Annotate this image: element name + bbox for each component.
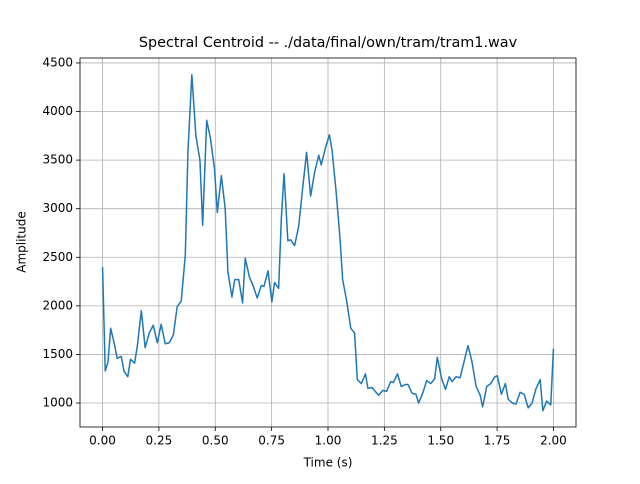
data-line	[101, 73, 555, 412]
y-tick-label: 2000	[42, 298, 73, 312]
x-tick-label: 2.00	[540, 434, 567, 448]
y-tick-label: 1500	[42, 347, 73, 361]
y-tick-label: 3000	[42, 201, 73, 215]
y-axis-label: Amplitude	[15, 211, 29, 273]
y-tick-label: 4000	[42, 104, 73, 118]
y-tick-label: 2500	[42, 250, 73, 264]
x-tick-label: 1.75	[484, 434, 511, 448]
x-tick-label: 0.75	[258, 434, 285, 448]
x-tick-label: 0.50	[202, 434, 229, 448]
chart-title: Spectral Centroid -- ./data/final/own/tr…	[139, 35, 518, 51]
x-tick-label: 0.25	[146, 434, 173, 448]
x-tick-label: 1.25	[371, 434, 398, 448]
x-tick-label: 1.50	[427, 434, 454, 448]
y-tick-label: 1000	[42, 396, 73, 410]
x-tick-label: 1.00	[315, 434, 342, 448]
x-axis-label: Time (s)	[303, 456, 353, 470]
plot-frame	[79, 57, 577, 428]
y-tick-label: 4500	[42, 55, 73, 69]
y-tick-label: 3500	[42, 153, 73, 167]
x-tick-label: 0.00	[89, 434, 116, 448]
